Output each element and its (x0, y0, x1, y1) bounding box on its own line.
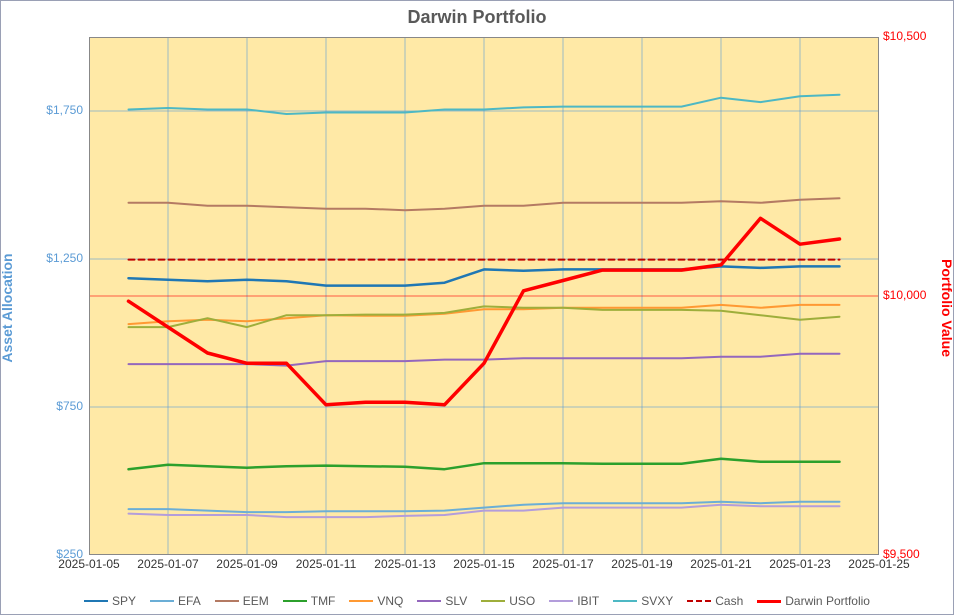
y-left-tick: $1,250 (1, 251, 83, 265)
x-tick: 2025-01-13 (365, 557, 445, 571)
legend-swatch (613, 600, 637, 602)
legend-label: SLV (445, 594, 467, 608)
y-left-tick: $750 (1, 399, 83, 413)
legend-swatch (283, 600, 307, 602)
legend-swatch (84, 600, 108, 602)
legend-swatch (687, 600, 711, 602)
legend-item-ibit: IBIT (549, 594, 599, 608)
legend-item-efa: EFA (150, 594, 201, 608)
legend-item-cash: Cash (687, 594, 743, 608)
legend-label: TMF (311, 594, 336, 608)
legend-item-eem: EEM (215, 594, 269, 608)
legend-item-uso: USO (481, 594, 535, 608)
legend-swatch (349, 600, 373, 602)
y-axis-right-label: Portfolio Value (939, 258, 954, 356)
plot-area (89, 37, 879, 555)
x-tick: 2025-01-17 (523, 557, 603, 571)
legend-swatch (215, 600, 239, 602)
legend-item-spy: SPY (84, 594, 136, 608)
legend-item-svxy: SVXY (613, 594, 673, 608)
y-left-tick: $1,750 (1, 103, 83, 117)
legend-swatch (549, 600, 573, 602)
legend-swatch (417, 600, 441, 602)
legend-swatch (481, 600, 505, 602)
x-tick: 2025-01-15 (444, 557, 524, 571)
legend-item-tmf: TMF (283, 594, 336, 608)
legend-item-vnq: VNQ (349, 594, 403, 608)
legend-label: VNQ (377, 594, 403, 608)
y-right-tick: $10,500 (883, 29, 926, 43)
chart-title: Darwin Portfolio (1, 7, 953, 28)
legend-item-darwin-portfolio: Darwin Portfolio (757, 594, 870, 608)
x-tick: 2025-01-23 (760, 557, 840, 571)
x-tick: 2025-01-25 (839, 557, 919, 571)
legend-label: EFA (178, 594, 201, 608)
legend-item-slv: SLV (417, 594, 467, 608)
legend-label: EEM (243, 594, 269, 608)
x-tick: 2025-01-05 (49, 557, 129, 571)
legend-swatch (150, 600, 174, 602)
legend: SPY EFA EEM TMF VNQ SLV USO IBIT SVXY Cash Darwin … (1, 594, 953, 608)
legend-label: USO (509, 594, 535, 608)
y-right-tick: $10,000 (883, 288, 926, 302)
x-tick: 2025-01-09 (207, 557, 287, 571)
legend-swatch (757, 600, 781, 603)
x-tick: 2025-01-19 (602, 557, 682, 571)
legend-label: Darwin Portfolio (785, 594, 870, 608)
legend-label: SVXY (641, 594, 673, 608)
legend-label: IBIT (577, 594, 599, 608)
legend-label: SPY (112, 594, 136, 608)
x-tick: 2025-01-21 (681, 557, 761, 571)
y-axis-left-label: Asset Allocation (0, 253, 15, 362)
chart-container: Darwin Portfolio Asset Allocation Portfo… (0, 0, 954, 615)
legend-label: Cash (715, 594, 743, 608)
x-tick: 2025-01-07 (128, 557, 208, 571)
x-tick: 2025-01-11 (286, 557, 366, 571)
